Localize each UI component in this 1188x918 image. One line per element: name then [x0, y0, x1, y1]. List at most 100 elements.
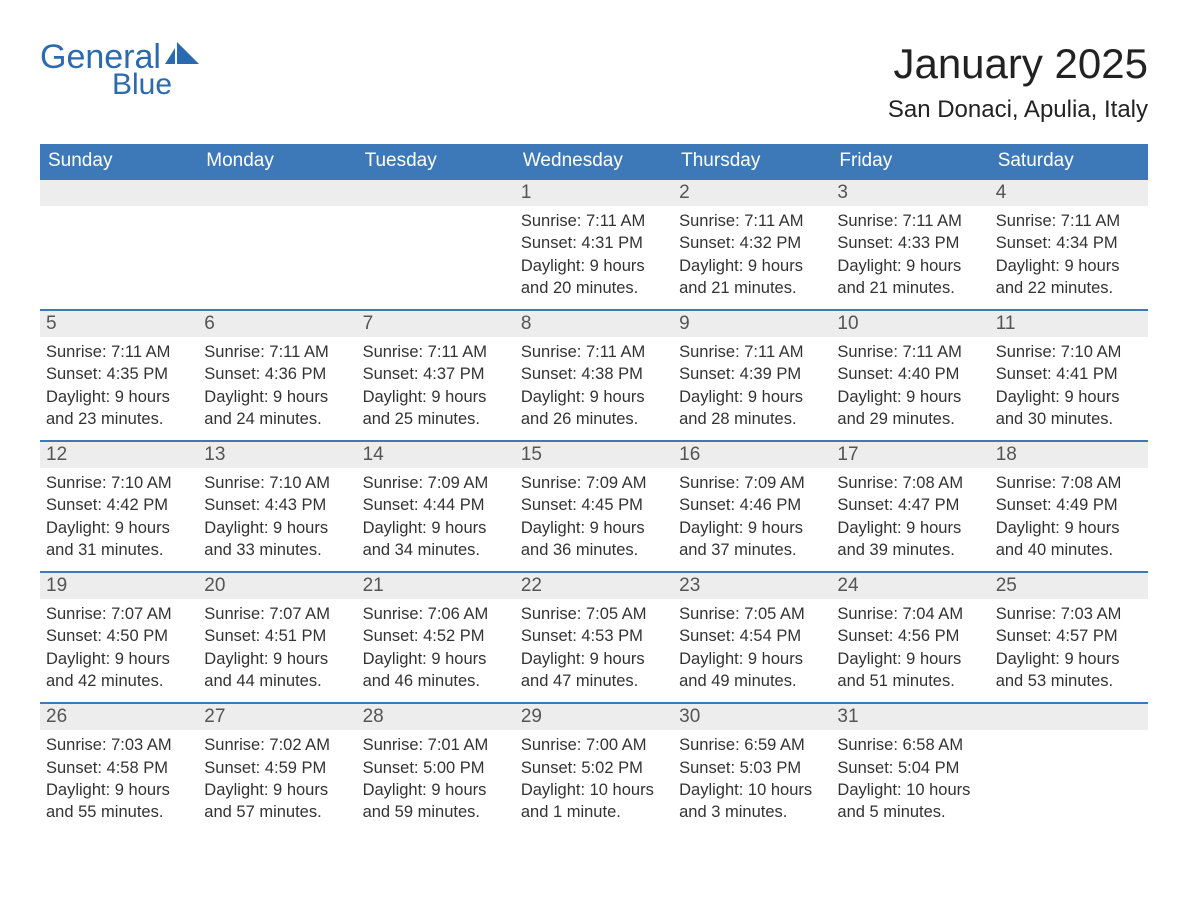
calendar-cell: 15Sunrise: 7:09 AMSunset: 4:45 PMDayligh… [515, 441, 673, 572]
day-details: Sunrise: 7:11 AMSunset: 4:40 PMDaylight:… [831, 337, 989, 440]
weekday-header: Saturday [990, 144, 1148, 179]
day-details: Sunrise: 7:05 AMSunset: 4:53 PMDaylight:… [515, 599, 673, 702]
sunrise-line: Sunrise: 7:05 AM [679, 603, 825, 625]
daylight-line: Daylight: 9 hours and 42 minutes. [46, 648, 192, 693]
day-details: Sunrise: 7:03 AMSunset: 4:58 PMDaylight:… [40, 730, 198, 833]
sunrise-line: Sunrise: 7:07 AM [204, 603, 350, 625]
day-number [40, 180, 198, 206]
sunset-line: Sunset: 4:43 PM [204, 494, 350, 516]
calendar-cell: 23Sunrise: 7:05 AMSunset: 4:54 PMDayligh… [673, 572, 831, 703]
sunrise-line: Sunrise: 7:05 AM [521, 603, 667, 625]
day-number: 15 [515, 442, 673, 468]
day-details: Sunrise: 7:11 AMSunset: 4:35 PMDaylight:… [40, 337, 198, 440]
calendar-week-row: 5Sunrise: 7:11 AMSunset: 4:35 PMDaylight… [40, 310, 1148, 441]
sunset-line: Sunset: 4:45 PM [521, 494, 667, 516]
daylight-line: Daylight: 9 hours and 31 minutes. [46, 517, 192, 562]
weekday-header: Friday [831, 144, 989, 179]
sunset-line: Sunset: 4:58 PM [46, 757, 192, 779]
sunset-line: Sunset: 5:00 PM [363, 757, 509, 779]
daylight-line: Daylight: 9 hours and 22 minutes. [996, 255, 1142, 300]
sunrise-line: Sunrise: 6:58 AM [837, 734, 983, 756]
day-number: 30 [673, 704, 831, 730]
daylight-line: Daylight: 9 hours and 30 minutes. [996, 386, 1142, 431]
day-details: Sunrise: 7:01 AMSunset: 5:00 PMDaylight:… [357, 730, 515, 833]
sunrise-line: Sunrise: 7:10 AM [204, 472, 350, 494]
weekday-header: Wednesday [515, 144, 673, 179]
weekday-header: Monday [198, 144, 356, 179]
sunrise-line: Sunrise: 7:09 AM [679, 472, 825, 494]
calendar-week-row: 1Sunrise: 7:11 AMSunset: 4:31 PMDaylight… [40, 179, 1148, 310]
sunset-line: Sunset: 4:57 PM [996, 625, 1142, 647]
sunset-line: Sunset: 4:49 PM [996, 494, 1142, 516]
sunset-line: Sunset: 4:34 PM [996, 232, 1142, 254]
day-details: Sunrise: 7:08 AMSunset: 4:49 PMDaylight:… [990, 468, 1148, 571]
calendar-cell [198, 179, 356, 310]
weekday-header-row: SundayMondayTuesdayWednesdayThursdayFrid… [40, 144, 1148, 179]
day-number: 24 [831, 573, 989, 599]
sunrise-line: Sunrise: 7:11 AM [996, 210, 1142, 232]
sunset-line: Sunset: 5:03 PM [679, 757, 825, 779]
calendar-cell: 9Sunrise: 7:11 AMSunset: 4:39 PMDaylight… [673, 310, 831, 441]
calendar-cell: 26Sunrise: 7:03 AMSunset: 4:58 PMDayligh… [40, 703, 198, 833]
day-details: Sunrise: 7:06 AMSunset: 4:52 PMDaylight:… [357, 599, 515, 702]
daylight-line: Daylight: 9 hours and 26 minutes. [521, 386, 667, 431]
daylight-line: Daylight: 9 hours and 20 minutes. [521, 255, 667, 300]
calendar-cell: 8Sunrise: 7:11 AMSunset: 4:38 PMDaylight… [515, 310, 673, 441]
day-number: 12 [40, 442, 198, 468]
daylight-line: Daylight: 9 hours and 55 minutes. [46, 779, 192, 824]
calendar-cell: 27Sunrise: 7:02 AMSunset: 4:59 PMDayligh… [198, 703, 356, 833]
day-number: 28 [357, 704, 515, 730]
day-details: Sunrise: 7:10 AMSunset: 4:42 PMDaylight:… [40, 468, 198, 571]
sunset-line: Sunset: 4:51 PM [204, 625, 350, 647]
daylight-line: Daylight: 9 hours and 21 minutes. [837, 255, 983, 300]
day-number: 1 [515, 180, 673, 206]
day-details: Sunrise: 7:09 AMSunset: 4:44 PMDaylight:… [357, 468, 515, 571]
sunset-line: Sunset: 4:35 PM [46, 363, 192, 385]
calendar-cell: 11Sunrise: 7:10 AMSunset: 4:41 PMDayligh… [990, 310, 1148, 441]
daylight-line: Daylight: 9 hours and 44 minutes. [204, 648, 350, 693]
logo-text-blue: Blue [112, 70, 201, 100]
weekday-header: Tuesday [357, 144, 515, 179]
calendar-cell: 16Sunrise: 7:09 AMSunset: 4:46 PMDayligh… [673, 441, 831, 572]
daylight-line: Daylight: 9 hours and 37 minutes. [679, 517, 825, 562]
title-block: January 2025 San Donaci, Apulia, Italy [888, 40, 1148, 124]
calendar-cell: 22Sunrise: 7:05 AMSunset: 4:53 PMDayligh… [515, 572, 673, 703]
sunrise-line: Sunrise: 7:06 AM [363, 603, 509, 625]
header: General Blue January 2025 San Donaci, Ap… [40, 40, 1148, 124]
day-number: 10 [831, 311, 989, 337]
daylight-line: Daylight: 9 hours and 36 minutes. [521, 517, 667, 562]
daylight-line: Daylight: 9 hours and 33 minutes. [204, 517, 350, 562]
sunrise-line: Sunrise: 7:01 AM [363, 734, 509, 756]
sunset-line: Sunset: 4:46 PM [679, 494, 825, 516]
location: San Donaci, Apulia, Italy [888, 96, 1148, 124]
day-number [198, 180, 356, 206]
calendar-cell: 1Sunrise: 7:11 AMSunset: 4:31 PMDaylight… [515, 179, 673, 310]
day-number: 21 [357, 573, 515, 599]
sunset-line: Sunset: 4:33 PM [837, 232, 983, 254]
daylight-line: Daylight: 9 hours and 39 minutes. [837, 517, 983, 562]
day-number: 2 [673, 180, 831, 206]
calendar-cell: 25Sunrise: 7:03 AMSunset: 4:57 PMDayligh… [990, 572, 1148, 703]
sunrise-line: Sunrise: 6:59 AM [679, 734, 825, 756]
day-number: 18 [990, 442, 1148, 468]
day-details: Sunrise: 7:07 AMSunset: 4:50 PMDaylight:… [40, 599, 198, 702]
sunset-line: Sunset: 4:59 PM [204, 757, 350, 779]
sunrise-line: Sunrise: 7:11 AM [679, 341, 825, 363]
daylight-line: Daylight: 9 hours and 46 minutes. [363, 648, 509, 693]
daylight-line: Daylight: 9 hours and 34 minutes. [363, 517, 509, 562]
daylight-line: Daylight: 9 hours and 40 minutes. [996, 517, 1142, 562]
sunrise-line: Sunrise: 7:08 AM [837, 472, 983, 494]
day-number: 8 [515, 311, 673, 337]
calendar-cell: 19Sunrise: 7:07 AMSunset: 4:50 PMDayligh… [40, 572, 198, 703]
day-number: 14 [357, 442, 515, 468]
day-number: 20 [198, 573, 356, 599]
day-number: 13 [198, 442, 356, 468]
sunset-line: Sunset: 4:32 PM [679, 232, 825, 254]
day-number: 26 [40, 704, 198, 730]
daylight-line: Daylight: 9 hours and 47 minutes. [521, 648, 667, 693]
day-details: Sunrise: 7:02 AMSunset: 4:59 PMDaylight:… [198, 730, 356, 833]
calendar-cell: 6Sunrise: 7:11 AMSunset: 4:36 PMDaylight… [198, 310, 356, 441]
sunset-line: Sunset: 4:44 PM [363, 494, 509, 516]
sunset-line: Sunset: 4:37 PM [363, 363, 509, 385]
day-details: Sunrise: 7:11 AMSunset: 4:38 PMDaylight:… [515, 337, 673, 440]
